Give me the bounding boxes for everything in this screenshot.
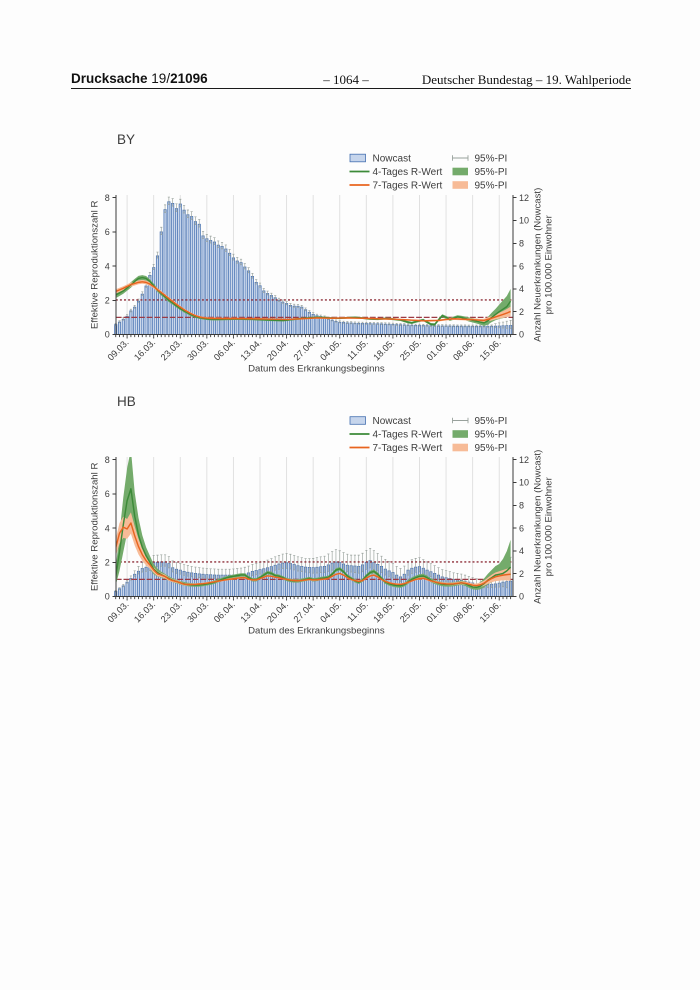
svg-text:01.06.: 01.06. [425,337,450,362]
svg-text:15.06.: 15.06. [478,599,503,624]
svg-text:8: 8 [519,239,524,249]
svg-text:09.03.: 09.03. [106,337,131,362]
svg-text:6: 6 [105,227,110,237]
svg-text:27.04.: 27.04. [292,337,317,362]
svg-text:12: 12 [519,193,529,203]
svg-text:2: 2 [519,307,524,317]
svg-text:0: 0 [519,330,524,340]
svg-text:4: 4 [105,261,110,271]
svg-text:08.06.: 08.06. [451,337,476,362]
svg-text:6: 6 [105,489,110,499]
svg-text:95%-PI: 95%-PI [475,167,508,178]
svg-text:13.04.: 13.04. [238,337,263,362]
svg-text:2: 2 [105,558,110,568]
svg-text:16.03.: 16.03. [132,337,157,362]
svg-text:11.05.: 11.05. [345,599,370,624]
svg-text:7-Tages R-Wert: 7-Tages R-Wert [373,443,443,454]
svg-text:6: 6 [519,523,524,533]
svg-text:01.06.: 01.06. [425,599,450,624]
svg-text:09.03.: 09.03. [106,599,131,624]
svg-text:Anzahl Neuerkrankungen (Nowcas: Anzahl Neuerkrankungen (Nowcast)pro 100.… [533,188,555,342]
svg-text:23.03.: 23.03. [159,337,184,362]
svg-text:95%-PI: 95%-PI [475,443,508,454]
svg-text:10: 10 [519,216,529,226]
svg-text:2: 2 [105,296,110,306]
svg-text:BY: BY [117,132,135,147]
svg-text:4: 4 [519,546,524,556]
svg-text:08.06.: 08.06. [451,599,476,624]
svg-text:Effektive Reproduktionszahl R: Effektive Reproduktionszahl R [90,463,101,591]
svg-text:Datum des Erkrankungsbeginns: Datum des Erkrankungsbeginns [248,364,385,375]
svg-text:10: 10 [519,478,529,488]
svg-text:30.03.: 30.03. [185,337,210,362]
svg-text:23.03.: 23.03. [159,599,184,624]
svg-text:15.06.: 15.06. [478,337,503,362]
svg-text:Effektive Reproduktionszahl R: Effektive Reproduktionszahl R [90,201,101,329]
svg-text:95%-PI: 95%-PI [475,180,508,191]
svg-text:8: 8 [105,455,110,465]
svg-text:4-Tages R-Wert: 4-Tages R-Wert [373,167,443,178]
svg-text:18.05.: 18.05. [371,599,396,624]
svg-text:HB: HB [117,394,136,409]
svg-text:06.04.: 06.04. [212,337,237,362]
svg-text:4: 4 [519,284,524,294]
svg-text:Anzahl Neuerkrankungen (Nowcas: Anzahl Neuerkrankungen (Nowcast)pro 100.… [533,450,555,604]
svg-text:7-Tages R-Wert: 7-Tages R-Wert [373,180,443,191]
svg-text:12: 12 [519,455,529,465]
svg-text:25.05.: 25.05. [398,337,423,362]
svg-text:Nowcast: Nowcast [373,416,412,427]
svg-text:95%-PI: 95%-PI [475,429,508,440]
svg-text:0: 0 [105,330,110,340]
svg-text:8: 8 [519,501,524,511]
svg-text:6: 6 [519,261,524,271]
svg-text:4-Tages R-Wert: 4-Tages R-Wert [373,429,443,440]
svg-text:18.05.: 18.05. [371,337,396,362]
svg-text:11.05.: 11.05. [345,337,370,362]
svg-text:Nowcast: Nowcast [373,153,412,164]
svg-text:27.04.: 27.04. [292,599,317,624]
svg-text:95%-PI: 95%-PI [475,416,508,427]
svg-text:4: 4 [105,523,110,533]
svg-text:0: 0 [105,592,110,602]
svg-text:25.05.: 25.05. [398,599,423,624]
svg-text:20.04.: 20.04. [265,337,290,362]
svg-text:20.04.: 20.04. [265,599,290,624]
svg-text:8: 8 [105,193,110,203]
svg-text:2: 2 [519,569,524,579]
svg-text:04.05.: 04.05. [318,337,343,362]
svg-text:95%-PI: 95%-PI [475,153,508,164]
svg-text:30.03.: 30.03. [185,599,210,624]
svg-text:13.04.: 13.04. [238,599,263,624]
svg-text:04.05.: 04.05. [318,599,343,624]
svg-text:Datum des Erkrankungsbeginns: Datum des Erkrankungsbeginns [248,626,385,637]
svg-text:16.03.: 16.03. [132,599,157,624]
svg-text:06.04.: 06.04. [212,599,237,624]
svg-text:0: 0 [519,592,524,602]
